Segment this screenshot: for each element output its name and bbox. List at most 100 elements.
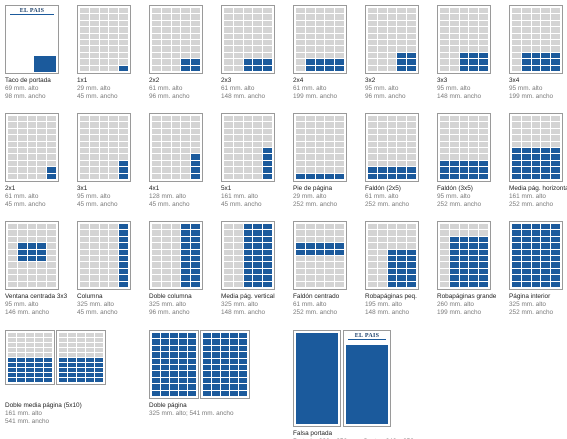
- grid-cell: [181, 135, 191, 141]
- grid-cell: [469, 8, 479, 14]
- grid-cell: [335, 160, 344, 167]
- grid-cell: [109, 236, 119, 243]
- ad-cell: [253, 281, 263, 287]
- format-caption: Media pág. horizontal 161 mm. alto 252 mm.…: [509, 185, 567, 209]
- grid-cell: [27, 160, 37, 167]
- ad-cell: [449, 281, 459, 287]
- ad-cell: [397, 65, 407, 71]
- grid-cell: [315, 14, 325, 20]
- ad-cell: [551, 268, 560, 275]
- grid-cell: [80, 249, 89, 255]
- grid-cell: [47, 256, 56, 262]
- grid-cell: [8, 262, 17, 268]
- ad-cell: [263, 224, 272, 230]
- ad-cell: [27, 256, 37, 262]
- format-doble-pagina: Doble página 325 mm. alto; 541 mm. ancho: [149, 330, 250, 417]
- ad-cell: [152, 345, 160, 352]
- grid-cell: [541, 46, 551, 52]
- grid-cell: [119, 40, 128, 46]
- ad-cell: [230, 333, 238, 339]
- ad-cell: [541, 148, 551, 154]
- ad-cell: [551, 173, 560, 179]
- grid-cell: [224, 116, 233, 122]
- ad-cell: [305, 65, 315, 71]
- grid-cell: [233, 59, 243, 65]
- ad-cell: [188, 365, 196, 371]
- grid-cell: [80, 173, 89, 179]
- grid-cell: [89, 281, 99, 287]
- ad-cell: [521, 59, 531, 65]
- ad-cell: [203, 339, 211, 345]
- ad-cell: [239, 352, 247, 358]
- ad-cell: [181, 268, 191, 275]
- ad-cell: [170, 339, 178, 345]
- ad-cell: [170, 384, 178, 390]
- grid-cell: [59, 353, 67, 357]
- page-thumbnail: [293, 113, 347, 182]
- format-name: Media pág. horizontal: [509, 185, 567, 192]
- ad-cell: [551, 243, 560, 249]
- grid-cell: [152, 8, 161, 14]
- grid-cell: [171, 122, 181, 128]
- grid-cell: [377, 281, 387, 287]
- grid-cell: [224, 224, 233, 230]
- grid-cell: [80, 243, 89, 249]
- format-caption: Falsa portadaPortada: 296 x 256 mm. Cont…: [293, 430, 483, 439]
- format-mediah: Media pág. horizontal 161 mm. alto 252 mm.…: [509, 113, 567, 208]
- grid-cell: [377, 8, 387, 14]
- grid-cell: [440, 59, 449, 65]
- ad-cell: [551, 167, 560, 173]
- grid-cell: [368, 249, 377, 255]
- grid-cell: [80, 27, 89, 33]
- grid-cell: [224, 33, 233, 39]
- grid-cell: [296, 141, 305, 147]
- ad-cell: [531, 59, 541, 65]
- grid-cell: [296, 59, 305, 65]
- grid-cell: [296, 65, 305, 71]
- grid-cell: [152, 281, 161, 287]
- ad-cell: [479, 52, 488, 59]
- ad-cell: [221, 333, 229, 339]
- grid-cell: [377, 116, 387, 122]
- grid-cell: [89, 122, 99, 128]
- ad-cell: [541, 275, 551, 281]
- grid-cell: [459, 224, 469, 230]
- ad-cell: [531, 281, 541, 287]
- grid-cell: [479, 46, 488, 52]
- grid-cell: [440, 281, 449, 287]
- grid-cell: [8, 343, 16, 347]
- grid-cell: [296, 167, 305, 173]
- ad-cell: [59, 368, 67, 372]
- grid-cell: [37, 262, 47, 268]
- grid-cell: [17, 353, 25, 357]
- grid-cell: [305, 281, 315, 287]
- grid-cell: [17, 122, 27, 128]
- grid-cell: [26, 348, 34, 352]
- ad-cell: [203, 358, 211, 364]
- ad-cell: [305, 59, 315, 65]
- ad-cell: [17, 249, 27, 255]
- grid-cell: [26, 353, 34, 357]
- grid-cell: [8, 353, 16, 357]
- grid-cell: [377, 275, 387, 281]
- grid-cell: [27, 148, 37, 154]
- grid-cell: [479, 14, 488, 20]
- grid-cell: [37, 275, 47, 281]
- grid-cell: [224, 268, 233, 275]
- grid-cell: [109, 173, 119, 179]
- ad-cell: [459, 275, 469, 281]
- ad-cell: [68, 368, 76, 372]
- format-name: Ventana centrada 3x3: [5, 293, 68, 300]
- grid-cell: [521, 33, 531, 39]
- ad-cell: [191, 224, 200, 230]
- grid-cell: [37, 236, 47, 243]
- grid-cell: [27, 128, 37, 135]
- format-name: Media pág. vertical: [221, 293, 275, 300]
- grid-cell: [296, 33, 305, 39]
- format-mediav: Media pág. vertical 325 mm. alto 148 mm. a…: [221, 221, 275, 316]
- grid-cell: [89, 128, 99, 135]
- format-dimension: 61 mm. alto: [221, 85, 255, 92]
- ad-cell: [212, 377, 220, 384]
- grid-cell: [296, 27, 305, 33]
- grid-cell: [512, 8, 521, 14]
